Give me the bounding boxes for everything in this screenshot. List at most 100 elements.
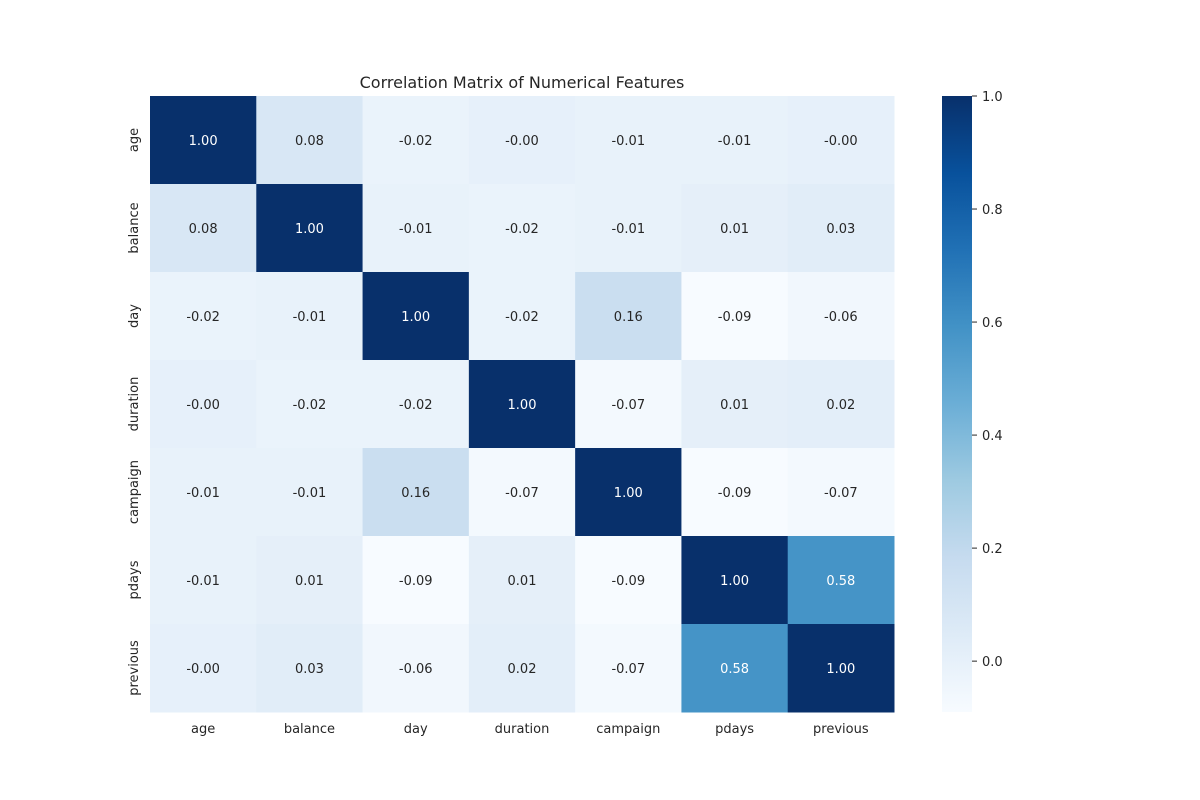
cell-value-duration-age: -0.00 bbox=[186, 398, 220, 413]
cell-value-duration-day: -0.02 bbox=[399, 398, 433, 413]
cell-value-campaign-day: 0.16 bbox=[401, 486, 430, 501]
cell-value-day-day: 1.00 bbox=[401, 310, 430, 325]
heatmap-cell-day-age bbox=[150, 272, 257, 361]
heatmap-cell-balance-balance bbox=[256, 184, 364, 273]
cell-value-age-balance: 0.08 bbox=[295, 134, 324, 149]
colorbar-tick-label-0.6: 0.6 bbox=[982, 316, 1003, 331]
heatmap-cell-duration-pdays bbox=[681, 360, 789, 449]
y-tick-label-pdays: pdays bbox=[127, 560, 142, 599]
colorbar-tick-label-1.0: 1.0 bbox=[982, 90, 1003, 105]
cell-value-pdays-day: -0.09 bbox=[399, 574, 433, 589]
colorbar-ticks: 0.0 0.2 0.4 0.6 0.8 1.0 bbox=[972, 90, 1003, 670]
heatmap-cell-previous-pdays bbox=[681, 624, 789, 713]
heatmap-cell-previous-duration bbox=[468, 624, 576, 713]
x-tick-label-campaign: campaign bbox=[596, 722, 660, 737]
heatmap-cell-balance-day bbox=[362, 184, 470, 273]
heatmap-cell-duration-duration bbox=[468, 360, 576, 449]
heatmap-cell-day-duration bbox=[468, 272, 576, 361]
heatmap-cell-balance-age bbox=[150, 184, 257, 273]
heatmap-cell-pdays-duration bbox=[468, 536, 576, 625]
heatmap-cell-campaign-pdays bbox=[681, 448, 789, 537]
cell-value-balance-campaign: -0.01 bbox=[611, 222, 645, 237]
colorbar bbox=[942, 96, 972, 712]
heatmap-cell-labels: 1.00 0.08 -0.02 -0.00 -0.01 -0.01 -0.00 0.08 1.0… bbox=[186, 134, 857, 677]
x-tick-label-previous: previous bbox=[813, 722, 869, 737]
y-tick-label-previous: previous bbox=[127, 640, 142, 696]
cell-value-pdays-age: -0.01 bbox=[186, 574, 220, 589]
heatmap-cell-pdays-balance bbox=[256, 536, 364, 625]
cell-value-previous-age: -0.00 bbox=[186, 662, 220, 677]
heatmap-cell-pdays-campaign bbox=[575, 536, 682, 625]
heatmap-cell-day-pdays bbox=[681, 272, 789, 361]
cell-value-previous-pdays: 0.58 bbox=[720, 662, 749, 677]
cell-value-pdays-duration: 0.01 bbox=[508, 574, 537, 589]
cell-value-campaign-pdays: -0.09 bbox=[718, 486, 752, 501]
cell-value-pdays-campaign: -0.09 bbox=[611, 574, 645, 589]
colorbar-tick-label-0.8: 0.8 bbox=[982, 203, 1003, 218]
cell-value-duration-duration: 1.00 bbox=[508, 398, 537, 413]
heatmap-cells bbox=[150, 96, 895, 713]
cell-value-previous-duration: 0.02 bbox=[508, 662, 537, 677]
heatmap-cell-duration-previous bbox=[787, 360, 895, 449]
cell-value-balance-duration: -0.02 bbox=[505, 222, 539, 237]
cell-value-pdays-previous: 0.58 bbox=[826, 574, 855, 589]
heatmap-cell-duration-campaign bbox=[575, 360, 682, 449]
x-tick-label-duration: duration bbox=[495, 722, 550, 737]
cell-value-campaign-previous: -0.07 bbox=[824, 486, 858, 501]
cell-value-campaign-campaign: 1.00 bbox=[614, 486, 643, 501]
cell-value-day-campaign: 0.16 bbox=[614, 310, 643, 325]
cell-value-age-previous: -0.00 bbox=[824, 134, 858, 149]
heatmap-cell-campaign-age bbox=[150, 448, 257, 537]
x-tick-label-pdays: pdays bbox=[715, 722, 754, 737]
heatmap-cell-duration-balance bbox=[256, 360, 364, 449]
heatmap-cell-age-previous bbox=[787, 96, 895, 185]
heatmap-cell-balance-pdays bbox=[681, 184, 789, 273]
x-tick-label-age: age bbox=[191, 722, 215, 737]
heatmap-cell-age-duration bbox=[468, 96, 576, 185]
cell-value-day-previous: -0.06 bbox=[824, 310, 858, 325]
heatmap-cell-pdays-pdays bbox=[681, 536, 789, 625]
heatmap-cell-campaign-campaign bbox=[575, 448, 682, 537]
cell-value-age-day: -0.02 bbox=[399, 134, 433, 149]
cell-value-balance-balance: 1.00 bbox=[295, 222, 324, 237]
heatmap-cell-pdays-age bbox=[150, 536, 257, 625]
heatmap-cell-age-pdays bbox=[681, 96, 789, 185]
heatmap-cell-campaign-balance bbox=[256, 448, 364, 537]
cell-value-pdays-pdays: 1.00 bbox=[720, 574, 749, 589]
cell-value-campaign-duration: -0.07 bbox=[505, 486, 539, 501]
heatmap-cell-previous-previous bbox=[787, 624, 895, 713]
cell-value-age-campaign: -0.01 bbox=[611, 134, 645, 149]
cell-value-balance-age: 0.08 bbox=[189, 222, 218, 237]
cell-value-duration-balance: -0.02 bbox=[293, 398, 327, 413]
x-tick-label-day: day bbox=[404, 722, 428, 737]
heatmap-cell-pdays-previous bbox=[787, 536, 895, 625]
cell-value-campaign-age: -0.01 bbox=[186, 486, 220, 501]
heatmap-cell-previous-campaign bbox=[575, 624, 682, 713]
cell-value-duration-previous: 0.02 bbox=[826, 398, 855, 413]
y-axis-tick-labels: age balance day duration campaign pdays previo… bbox=[127, 128, 142, 696]
heatmap-cell-pdays-day bbox=[362, 536, 470, 625]
cell-value-day-duration: -0.02 bbox=[505, 310, 539, 325]
y-tick-label-duration: duration bbox=[127, 377, 142, 432]
heatmap-cell-balance-campaign bbox=[575, 184, 682, 273]
cell-value-day-pdays: -0.09 bbox=[718, 310, 752, 325]
y-tick-label-balance: balance bbox=[127, 202, 142, 253]
heatmap-cell-balance-previous bbox=[787, 184, 895, 273]
cell-value-day-balance: -0.01 bbox=[293, 310, 327, 325]
heatmap-cell-duration-day bbox=[362, 360, 470, 449]
y-tick-label-day: day bbox=[127, 304, 142, 328]
cell-value-age-duration: -0.00 bbox=[505, 134, 539, 149]
heatmap-cell-day-day bbox=[362, 272, 470, 361]
heatmap-cell-age-campaign bbox=[575, 96, 682, 185]
cell-value-previous-previous: 1.00 bbox=[826, 662, 855, 677]
cell-value-campaign-balance: -0.01 bbox=[293, 486, 327, 501]
heatmap-cell-campaign-previous bbox=[787, 448, 895, 537]
heatmap-cell-previous-age bbox=[150, 624, 257, 713]
heatmap-cell-previous-day bbox=[362, 624, 470, 713]
heatmap-cell-duration-age bbox=[150, 360, 257, 449]
cell-value-age-age: 1.00 bbox=[189, 134, 218, 149]
heatmap-cell-day-campaign bbox=[575, 272, 682, 361]
heatmap-cell-age-day bbox=[362, 96, 470, 185]
y-tick-label-age: age bbox=[127, 128, 142, 152]
